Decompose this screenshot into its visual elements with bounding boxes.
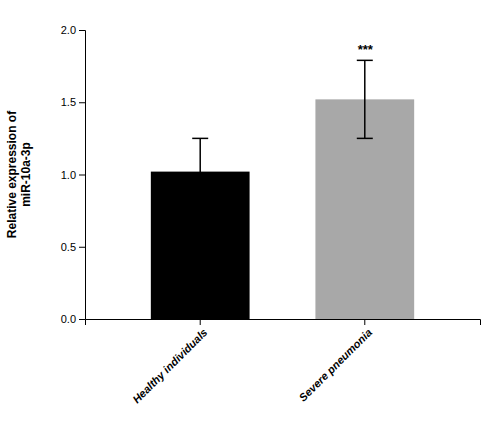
y-tick-label: 1.5 xyxy=(61,96,76,108)
x-tick-mark xyxy=(200,319,201,325)
y-tick-mark xyxy=(79,319,85,320)
y-tick-mark xyxy=(79,102,85,103)
y-axis-title-line: miR-10a-3p xyxy=(19,142,33,207)
y-tick-label: 1.0 xyxy=(61,169,76,181)
error-bar xyxy=(192,138,208,204)
y-axis-title: Relative expression ofmiR-10a-3p xyxy=(5,110,33,238)
plot-area: 0.0 0.5 1.0 1.5 2.0 Healthy individuals Severe… xyxy=(5,24,481,405)
x-tick-mark xyxy=(364,319,365,325)
x-axis: Healthy individuals Severe pneumonia xyxy=(86,319,481,405)
y-tick-mark xyxy=(79,175,85,176)
y-axis: 0.0 0.5 1.0 1.5 2.0 xyxy=(61,24,86,325)
y-tick-label: 2.0 xyxy=(61,24,76,36)
error-bar-line xyxy=(192,204,208,206)
error-bar-line xyxy=(199,138,201,204)
error-bar-line xyxy=(357,138,373,140)
y-tick: 0.5 xyxy=(61,241,85,253)
x-axis-line xyxy=(86,320,481,326)
chart: 0.0 0.5 1.0 1.5 2.0 Healthy individuals Severe… xyxy=(0,0,500,434)
y-axis-line xyxy=(79,31,86,320)
y-tick-label: 0.0 xyxy=(61,313,76,325)
significance-label: *** xyxy=(357,42,373,57)
error-bar xyxy=(357,60,373,138)
y-tick-label: 0.5 xyxy=(61,241,76,253)
x-tick-label: Healthy individuals xyxy=(130,326,209,405)
x-tick: Healthy individuals xyxy=(130,319,209,405)
error-bar-line xyxy=(192,138,208,140)
error-bar-line xyxy=(357,60,373,62)
y-tick-mark xyxy=(79,247,85,248)
y-tick: 1.0 xyxy=(61,169,85,181)
x-tick-label: Severe pneumonia xyxy=(296,326,374,404)
marks xyxy=(151,60,414,319)
y-tick: 1.5 xyxy=(61,96,85,108)
error-bar-line xyxy=(364,60,366,138)
y-tick: 2.0 xyxy=(61,24,85,36)
y-axis-title-line: Relative expression of xyxy=(5,110,19,238)
x-tick: Severe pneumonia xyxy=(296,319,374,404)
y-tick-mark xyxy=(79,30,85,31)
y-tick: 0.0 xyxy=(61,313,85,325)
